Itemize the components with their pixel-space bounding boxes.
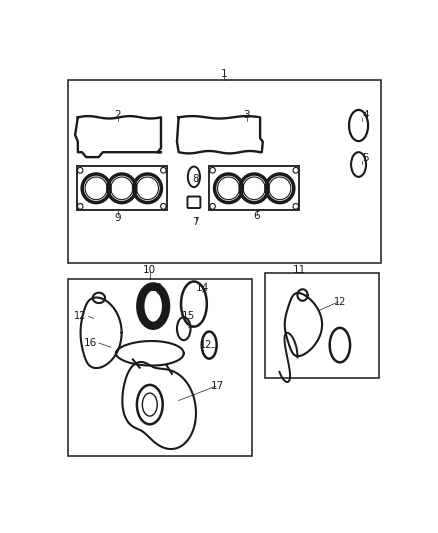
Text: 10: 10 — [143, 265, 156, 275]
Bar — [265, 273, 379, 378]
Text: 8: 8 — [192, 174, 199, 184]
Text: 9: 9 — [114, 213, 121, 223]
Text: 16: 16 — [84, 338, 97, 348]
Bar — [77, 166, 167, 211]
Bar — [209, 166, 299, 211]
Text: 12: 12 — [74, 311, 86, 321]
Text: 2: 2 — [114, 110, 121, 120]
Text: 1: 1 — [221, 69, 228, 79]
Text: 14: 14 — [196, 282, 209, 293]
Text: 11: 11 — [293, 265, 306, 275]
Text: 5: 5 — [362, 154, 369, 163]
Text: 7: 7 — [192, 217, 199, 227]
Bar — [68, 80, 381, 263]
Bar — [68, 279, 251, 456]
Text: 13: 13 — [150, 282, 163, 293]
Text: 15: 15 — [182, 311, 195, 321]
Text: 12: 12 — [334, 297, 346, 307]
Text: 12: 12 — [200, 340, 212, 350]
Text: 6: 6 — [254, 211, 260, 221]
Text: 3: 3 — [243, 110, 250, 120]
Text: 17: 17 — [211, 381, 224, 391]
Text: 4: 4 — [362, 110, 369, 120]
